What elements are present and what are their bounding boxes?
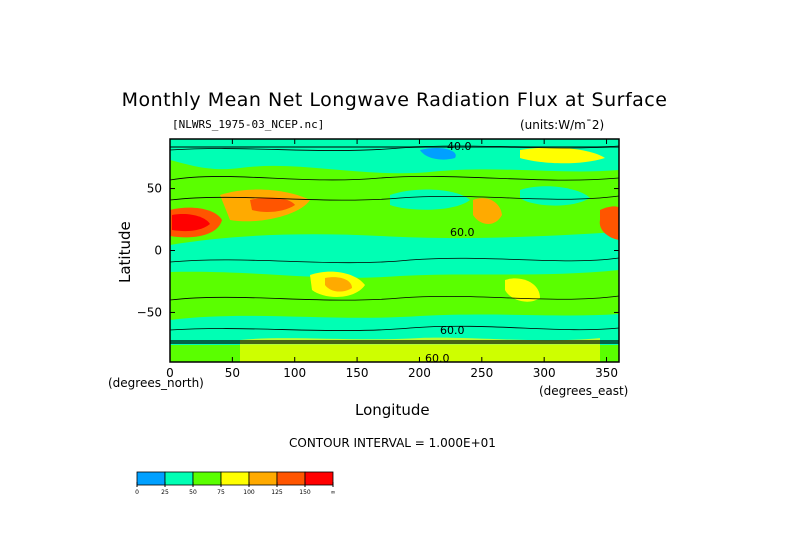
colorbar-label: 25 [161,489,169,496]
colorbar-label: 0 [135,489,139,496]
colorbar-label: 125 [271,489,283,496]
colorbar-swatch [164,471,194,486]
colorbar-swatch [276,471,306,486]
y-tick-label: −50 [137,305,162,319]
colorbar-swatch [136,471,166,486]
contour-interval: CONTOUR INTERVAL = 1.000E+01 [289,436,496,450]
colorbar-swatch [248,471,278,486]
contour-label: 40.0 [447,140,472,153]
contour-label: 60.0 [425,352,450,365]
x-tick-label: 50 [225,366,240,380]
colorbar-swatch [304,471,334,486]
y-tick-label: 50 [147,182,162,196]
colorbar-label: 100 [243,489,255,496]
colorbar-swatch [192,471,222,486]
colorbar-swatch [220,471,250,486]
colorbar-label: 50 [189,489,197,496]
x-tick-label: 0 [166,366,174,380]
contour-label: 60.0 [440,324,465,337]
x-tick-label: 100 [283,366,306,380]
x-tick-label: 200 [408,366,431,380]
colorbar-label: ∞ [331,489,336,496]
x-axis-label: Longitude [355,401,430,419]
contour-field [170,139,619,362]
dataset-label: [NLWRS_1975-03_NCEP.nc] [172,118,325,131]
x-unit-label: (degrees_east) [539,384,629,398]
x-tick-label: 250 [470,366,493,380]
colorbar-label: 150 [299,489,311,496]
colorbar-label: 75 [217,489,225,496]
x-tick-label: 350 [595,366,618,380]
chart-title: Monthly Mean Net Longwave Radiation Flux… [121,89,668,111]
x-tick-label: 300 [533,366,556,380]
contour-label: 60.0 [450,226,475,239]
y-tick-label: 0 [154,244,162,258]
x-tick-label: 150 [346,366,369,380]
units-label: (units:W/m¯2) [520,118,605,132]
y-unit-label: (degrees_north) [108,376,204,390]
